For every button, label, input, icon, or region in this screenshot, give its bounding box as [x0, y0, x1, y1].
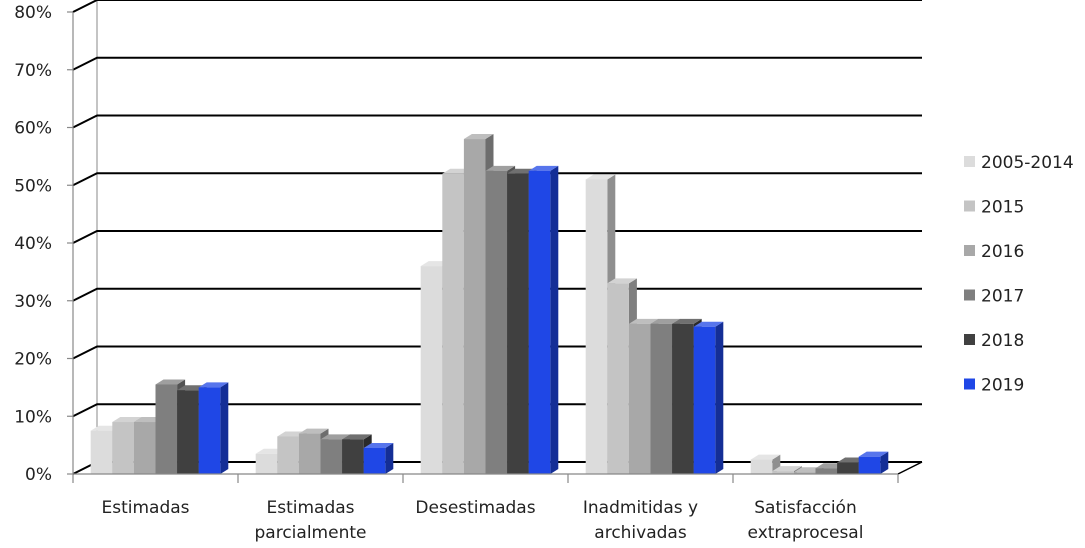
legend-item: 2017 [964, 287, 1024, 307]
legend-swatch [964, 156, 975, 167]
y-tick-label: 80% [14, 3, 52, 23]
legend-item: 2005-2014 [964, 153, 1074, 173]
legend-swatch [964, 290, 975, 301]
gridline [73, 58, 922, 70]
x-category-label: Inadmitidas y archivadas [583, 498, 698, 543]
x-category-label: Estimadas parcialmente [255, 498, 367, 543]
legend-item: 2016 [964, 242, 1024, 262]
legend-swatch [964, 334, 975, 345]
y-tick-label: 40% [14, 234, 52, 254]
bar: 2019: 15% [199, 382, 229, 474]
bar: 2019: 3% [859, 452, 889, 474]
gridline [73, 0, 922, 12]
legend-label: 2019 [981, 376, 1024, 396]
y-tick-label: 70% [14, 61, 52, 81]
y-tick-label: 30% [14, 292, 52, 312]
legend-label: 2018 [981, 331, 1024, 351]
x-category-label: Satisfacción extraprocesal [748, 498, 864, 543]
y-axis: 0% 10% 20% 30% 40% 50% 60% 70% 80% [14, 3, 73, 485]
legend-item: 2015 [964, 198, 1024, 218]
gridline [73, 116, 922, 128]
x-category-label: Estimadas [101, 498, 189, 518]
legend-label: 2005-2014 [981, 153, 1074, 173]
legend-swatch [964, 245, 975, 256]
legend-label: 2016 [981, 242, 1024, 262]
legend-swatch [964, 379, 975, 390]
legend-label: 2017 [981, 287, 1024, 307]
legend-item: 2019 [964, 376, 1024, 396]
y-tick-label: 20% [14, 350, 52, 370]
bar: 2019: 4.5% [364, 443, 394, 474]
x-category-label: Desestimadas [415, 498, 535, 518]
bars: 2005-2014: 7.5%2015: 9%2016: 9%2017: 15.… [91, 134, 889, 474]
y-tick-label: 60% [14, 119, 52, 139]
legend-swatch [964, 201, 975, 212]
y-tick-label: 10% [14, 407, 52, 427]
x-axis: Estimadas Estimadas parcialmente Desestimad… [73, 474, 898, 543]
bar: 2019: 25.5% [694, 322, 724, 474]
y-tick-label: 0% [25, 465, 52, 485]
floor-right-edge [898, 462, 922, 474]
legend: 2005-2014 2015 2016 2017 2018 2019 [964, 153, 1074, 396]
legend-item: 2018 [964, 331, 1024, 351]
bar: 2019: 52.5% [529, 166, 559, 474]
y-tick-label: 50% [14, 176, 52, 196]
legend-label: 2015 [981, 198, 1024, 218]
